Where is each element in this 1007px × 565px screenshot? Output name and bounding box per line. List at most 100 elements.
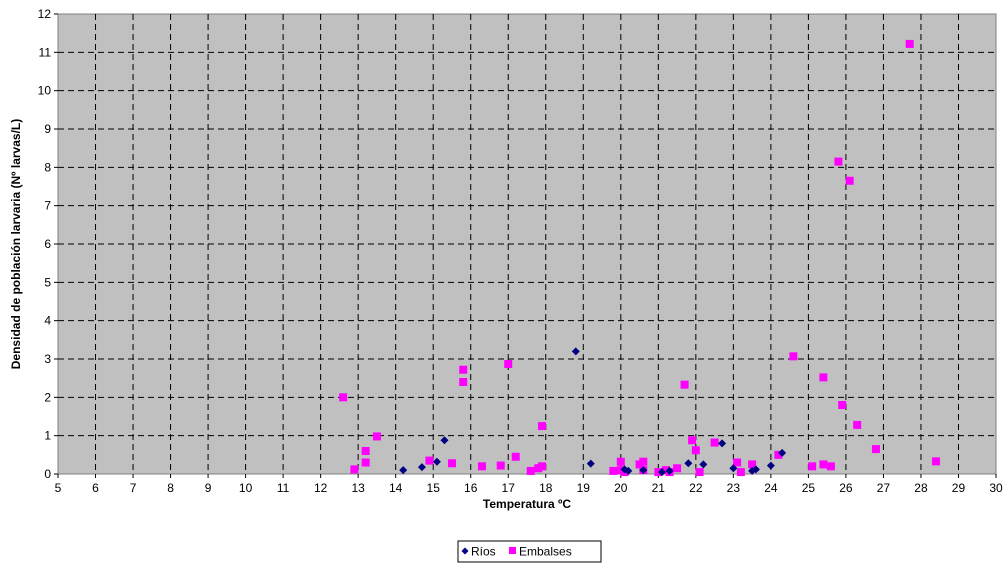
point-embalses: [538, 422, 547, 431]
y-tick-label: 6: [44, 237, 51, 251]
x-tick-label: 25: [802, 481, 816, 495]
y-tick-label: 7: [44, 199, 51, 213]
y-tick-label: 12: [38, 7, 52, 21]
x-tick-label: 24: [764, 481, 778, 495]
point-rios: [766, 461, 775, 470]
point-rios: [639, 466, 648, 475]
point-rios: [432, 457, 441, 466]
point-embalses: [496, 461, 505, 470]
point-embalses: [538, 462, 547, 471]
point-embalses: [459, 378, 468, 386]
point-embalses: [350, 465, 359, 474]
point-embalses: [691, 446, 700, 455]
x-tick-label: 8: [167, 481, 174, 495]
point-embalses: [504, 359, 513, 368]
point-embalses: [819, 460, 828, 469]
x-tick-label: 17: [502, 481, 516, 495]
x-tick-label: 19: [577, 481, 591, 495]
point-embalses: [616, 457, 625, 466]
x-axis-ticks: 5 6 7 8 9 10 11 12 13 14 15 16 17 18 19 20 21 22 23 24 25 26 2…: [55, 474, 1003, 495]
point-embalses: [736, 468, 745, 477]
point-rios: [778, 448, 787, 457]
point-rios: [751, 465, 760, 474]
point-embalses: [680, 380, 689, 389]
point-embalses: [609, 466, 618, 475]
x-tick-label: 7: [130, 481, 137, 495]
point-embalses: [372, 432, 381, 441]
x-tick-label: 22: [689, 481, 703, 495]
legend-embalses-label: Embalses: [519, 545, 572, 559]
y-tick-label: 5: [44, 275, 51, 289]
point-embalses: [871, 445, 880, 454]
point-rios: [665, 466, 674, 475]
x-tick-label: 21: [652, 481, 666, 495]
x-tick-label: 30: [989, 481, 1003, 495]
y-axis-title: Densidad de población larvaria (Nº larva…: [9, 119, 23, 369]
point-embalses: [526, 466, 535, 475]
point-embalses: [826, 462, 835, 471]
x-tick-label: 6: [92, 481, 99, 495]
y-tick-label: 3: [44, 352, 51, 366]
point-rios: [684, 459, 693, 468]
x-tick-label: 11: [277, 481, 290, 495]
point-rios: [399, 466, 408, 475]
x-tick-label: 23: [727, 481, 741, 495]
point-embalses: [695, 468, 704, 477]
y-tick-label: 9: [44, 122, 51, 136]
point-embalses: [819, 373, 828, 382]
point-rios: [571, 347, 580, 356]
x-tick-label: 27: [877, 481, 891, 495]
point-rios: [658, 468, 667, 477]
x-tick-label: 12: [314, 481, 328, 495]
point-embalses: [639, 457, 648, 466]
x-tick-label: 5: [55, 481, 62, 495]
point-embalses: [748, 460, 757, 469]
point-embalses: [853, 420, 862, 429]
point-embalses: [361, 458, 370, 467]
point-embalses: [511, 452, 520, 461]
point-embalses: [710, 438, 719, 447]
point-embalses: [361, 447, 370, 455]
point-embalses: [459, 365, 468, 374]
point-rios: [718, 439, 727, 448]
y-tick-label: 1: [44, 429, 51, 443]
point-embalses: [905, 39, 914, 48]
data-points: [339, 39, 940, 477]
point-embalses: [931, 457, 940, 466]
point-rios: [586, 459, 595, 468]
x-tick-label: 26: [839, 481, 853, 495]
point-embalses: [838, 401, 847, 409]
point-embalses: [789, 352, 798, 361]
point-embalses: [808, 462, 817, 471]
point-embalses: [834, 157, 843, 166]
x-tick-label: 18: [539, 481, 553, 495]
y-tick-label: 11: [39, 45, 52, 59]
legend-embalses-marker: [509, 547, 516, 554]
point-embalses: [774, 450, 783, 459]
gridlines: [58, 14, 996, 474]
point-rios: [699, 460, 708, 469]
point-rios: [729, 464, 738, 473]
y-tick-label: 8: [44, 160, 51, 174]
y-tick-label: 4: [44, 314, 51, 328]
x-tick-label: 16: [464, 481, 478, 495]
legend-rios-label: Ríos: [471, 545, 496, 559]
y-tick-label: 2: [44, 390, 51, 404]
x-tick-label: 20: [614, 481, 628, 495]
point-embalses: [733, 458, 742, 467]
point-rios: [417, 463, 426, 472]
legend-box: [457, 540, 602, 563]
x-tick-label: 14: [389, 481, 403, 495]
point-rios: [440, 436, 449, 445]
x-tick-label: 10: [239, 481, 253, 495]
point-embalses: [845, 176, 854, 185]
x-tick-label: 15: [427, 481, 441, 495]
legend-rios-marker: [461, 547, 469, 555]
x-tick-label: 28: [914, 481, 928, 495]
point-embalses: [673, 464, 682, 473]
point-embalses: [339, 393, 348, 402]
point-embalses: [477, 462, 486, 471]
x-tick-label: 13: [351, 481, 365, 495]
y-tick-label: 10: [38, 84, 52, 98]
